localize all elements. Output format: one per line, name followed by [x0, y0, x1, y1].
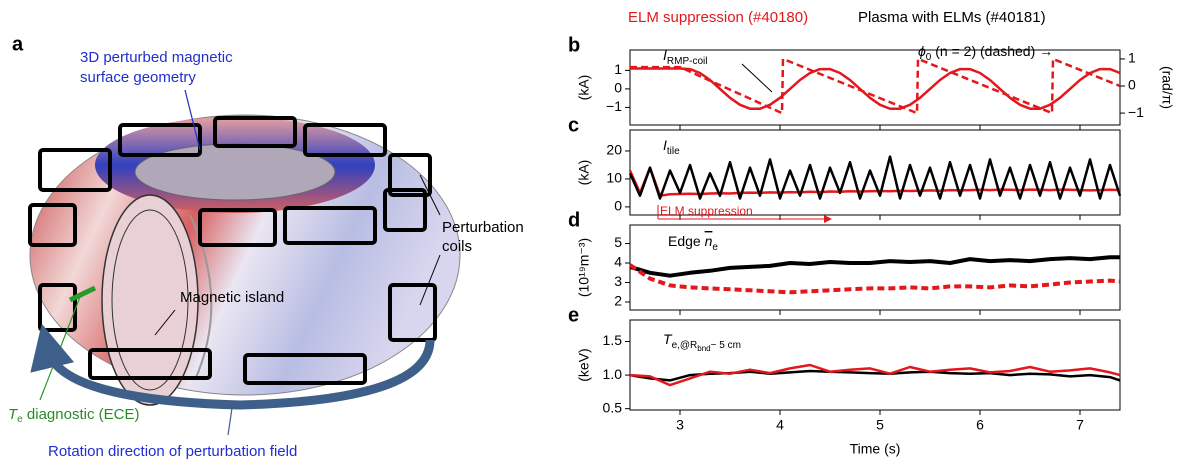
panel-label: d: [568, 209, 580, 231]
x-tick-label: 3: [676, 417, 684, 433]
annotation: IRMP-coil: [663, 47, 707, 67]
series-line: [628, 263, 1121, 295]
annotation-part: I: [663, 137, 667, 153]
island-label: Magnetic island: [180, 289, 284, 306]
surface-label: 3D perturbed magnetic: [80, 49, 233, 66]
y-axis-label: (keV): [576, 348, 592, 381]
rotation-label: Rotation direction of perturbation field: [48, 443, 297, 460]
annotation-part: − 5 cm: [711, 340, 741, 351]
legend-entry: ELM suppression (#40180): [628, 9, 808, 26]
surface-label: surface geometry: [80, 69, 196, 86]
y-tick-label: 0: [614, 80, 622, 96]
y-tick-label: 0: [614, 198, 622, 214]
legend-entry: Plasma with ELMs (#40181): [858, 9, 1046, 26]
diagnostic-rest: diagnostic (ECE): [23, 406, 140, 423]
series-line: [630, 67, 1121, 110]
annotation-part: tile: [667, 146, 680, 157]
annotation: ϕ0 (n = 2) (dashed) →: [918, 43, 1053, 63]
x-tick-label: 5: [876, 417, 884, 433]
y-tick-label: 20: [606, 142, 622, 158]
island-contour: [111, 209, 189, 391]
y-tick-label: 0.5: [603, 399, 623, 415]
annotation-part: e: [712, 242, 718, 253]
y2-axis-label: (rad/π): [1159, 66, 1175, 109]
y-tick-label: 3: [614, 273, 622, 289]
panel-label: c: [568, 114, 579, 136]
series-line: [630, 57, 1121, 115]
y-tick-label: 1: [614, 61, 622, 77]
annotation-part: ELM suppression: [660, 204, 753, 218]
y-axis-label: (kA): [576, 160, 592, 186]
annotation: Te,@Rbnd− 5 cm: [663, 331, 741, 353]
x-tick-label: 6: [976, 417, 984, 433]
y-tick-label: 10: [606, 170, 622, 186]
rotation-pointer: [227, 407, 233, 436]
leader: [741, 63, 773, 93]
series-line: [629, 255, 1120, 278]
surface-pointer: [184, 89, 201, 151]
annotation: Itile: [663, 137, 680, 157]
x-tick-label: 7: [1076, 417, 1084, 433]
panel-label: b: [568, 34, 580, 56]
series-line: [629, 369, 1121, 382]
rotation-arrow: [30, 323, 435, 410]
x-tick-label: 4: [776, 417, 784, 433]
coil-pointer: [419, 254, 441, 306]
y-tick-label: 5: [614, 234, 622, 250]
y2-tick-label: −1: [1128, 104, 1144, 120]
annotation-part: n: [705, 233, 713, 249]
annotation-part: Edge: [668, 233, 705, 249]
y-tick-label: 1.5: [603, 332, 623, 348]
series-line: [629, 363, 1121, 387]
annotation: ELM suppression: [660, 204, 753, 218]
diagnostic-marker: [68, 285, 97, 303]
annotation: Edge ne: [668, 233, 718, 253]
coils-label: coils: [442, 238, 472, 255]
y2-tick-label: 0: [1128, 77, 1136, 93]
annotation-part: T: [663, 331, 673, 347]
cross-section: [101, 194, 199, 406]
panel-label: a: [12, 33, 24, 55]
diagnostic-symbol: T: [8, 406, 19, 423]
annotation-part: (n = 2) (dashed) →: [931, 43, 1053, 59]
y-axis-label: (10¹⁹m⁻³): [576, 238, 592, 297]
plot-frame: [629, 49, 1121, 126]
annotation-part: I: [663, 47, 667, 63]
annotation-part: RMP-coil: [667, 56, 708, 67]
island-pointer: [154, 309, 176, 336]
y-tick-label: 1.0: [603, 366, 623, 382]
coil-pointer: [419, 174, 441, 216]
series-line: [628, 155, 1122, 200]
diagnostic-label: Te diagnostic (ECE): [8, 406, 139, 425]
annotation-part: ϕ: [918, 43, 926, 59]
y-tick-label: −1: [606, 98, 622, 114]
coils-label: Perturbation: [442, 219, 524, 236]
x-axis-label: Time (s): [850, 441, 901, 457]
diagnostic-sub: e: [17, 414, 23, 425]
annotation-part: bnd: [697, 344, 710, 353]
torus-illustration: [28, 89, 461, 436]
y2-tick-label: 1: [1128, 50, 1136, 66]
y-tick-label: 2: [614, 293, 622, 309]
y-axis-label: (kA): [576, 75, 592, 101]
plot-frame: [629, 319, 1121, 411]
annotation-part: e,@R: [672, 340, 698, 351]
y-tick-label: 4: [614, 254, 622, 270]
panel-label: e: [568, 304, 579, 326]
annotation-part: 0: [926, 52, 932, 63]
